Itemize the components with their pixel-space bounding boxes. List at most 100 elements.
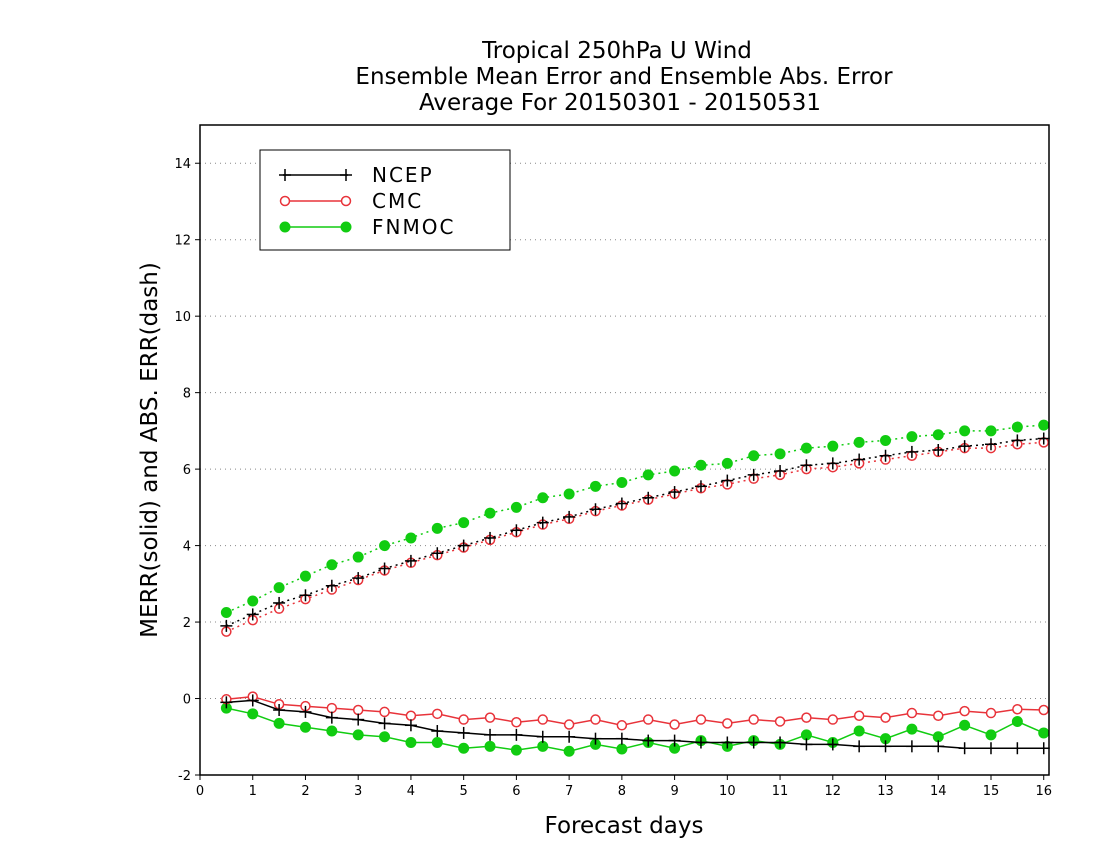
data-point (405, 710, 417, 721)
y-tick-label: -2 (178, 769, 191, 784)
legend-item-fnmoc: FNMOC (279, 215, 455, 239)
data-point (853, 710, 865, 721)
data-point (880, 712, 891, 723)
y-axis: -2 0 2 4 6 8 10 12 14 (174, 157, 200, 784)
series-cmc (221, 437, 1049, 731)
x-tick-label: 14 (930, 784, 947, 799)
data-point (906, 707, 918, 719)
x-tick-label: 2 (301, 784, 309, 799)
data-point (985, 707, 997, 719)
title-line-2: Ensemble Mean Error and Ensemble Abs. Er… (355, 64, 893, 90)
y-tick-label: 14 (174, 157, 191, 172)
data-point (985, 425, 997, 437)
data-point (279, 195, 291, 207)
y-tick-label: 8 (183, 387, 191, 402)
data-point (616, 743, 628, 755)
data-point (748, 450, 760, 462)
legend-box (259, 149, 511, 251)
data-point (537, 492, 549, 504)
x-tick-label: 9 (670, 784, 678, 799)
data-point (379, 706, 390, 718)
data-point (1011, 715, 1023, 727)
data-point (299, 570, 311, 582)
data-point (484, 740, 496, 752)
x-tick-label: 5 (460, 784, 468, 799)
y-tick-label: 2 (183, 616, 191, 631)
x-tick-label: 4 (407, 784, 415, 799)
data-point (853, 725, 865, 737)
abs-err-line (226, 424, 1044, 614)
y-tick-label: 10 (174, 310, 191, 325)
data-point (379, 540, 391, 552)
data-point (616, 477, 628, 488)
data-point (906, 431, 918, 443)
data-point (340, 195, 352, 207)
data-point (880, 434, 892, 446)
plot-frame (199, 124, 1050, 776)
data-point (932, 731, 944, 743)
data-point (563, 719, 575, 730)
data-point (589, 480, 601, 492)
y-tick-label: 6 (183, 463, 191, 478)
data-point (827, 440, 839, 452)
data-point (1038, 704, 1049, 716)
x-tick-label: 12 (825, 784, 842, 799)
data-point (326, 559, 338, 571)
data-point (774, 716, 786, 727)
data-point (352, 729, 364, 741)
data-point (959, 719, 971, 731)
legend-label: FNMOC (372, 215, 455, 239)
data-point (748, 714, 759, 725)
chart-title: Tropical 250hPa U Wind Ensemble Mean Err… (355, 38, 893, 116)
merr-line (226, 695, 1044, 727)
data-point (247, 708, 259, 720)
x-tick-label: 3 (354, 784, 362, 799)
data-point (642, 469, 654, 481)
y-tick-label: 4 (183, 540, 191, 555)
data-point (405, 737, 417, 748)
x-tick-label: 6 (512, 784, 520, 799)
x-axis-title: Forecast days (545, 813, 704, 839)
data-point (959, 425, 971, 437)
data-point (669, 719, 680, 730)
data-point (669, 465, 681, 477)
data-point (510, 744, 522, 756)
data-point (273, 582, 285, 594)
data-point (326, 702, 338, 714)
data-point (959, 705, 970, 717)
data-point (853, 436, 865, 448)
data-point (933, 710, 944, 721)
legend-item-cmc: CMC (279, 189, 423, 213)
x-tick-label: 8 (618, 784, 626, 799)
data-point (458, 742, 470, 754)
data-point (827, 714, 839, 725)
data-point (695, 459, 707, 471)
data-point (721, 457, 733, 469)
x-tick-label: 16 (1035, 784, 1052, 799)
data-point (537, 714, 549, 725)
data-point (1038, 727, 1050, 739)
data-point (432, 708, 443, 720)
data-point (484, 712, 496, 723)
data-point (458, 517, 470, 529)
gridlines (200, 162, 1049, 776)
data-point (800, 442, 812, 454)
data-point (431, 737, 443, 748)
data-point (537, 740, 549, 752)
legend-label: CMC (372, 189, 423, 213)
data-point (247, 595, 259, 607)
data-point (801, 712, 812, 723)
series-ncep (220, 432, 1050, 755)
data-point (695, 714, 707, 725)
title-line-1: Tropical 250hPa U Wind (481, 38, 752, 64)
x-axis: 0 1 2 3 4 5 6 7 8 9 10 11 12 13 14 15 16 (196, 775, 1052, 799)
data-point (642, 714, 654, 725)
data-point (590, 714, 601, 725)
data-point (299, 721, 311, 733)
abs-err-line (226, 441, 1044, 633)
data-point (563, 488, 575, 500)
data-point (906, 723, 918, 735)
data-point (458, 714, 469, 725)
